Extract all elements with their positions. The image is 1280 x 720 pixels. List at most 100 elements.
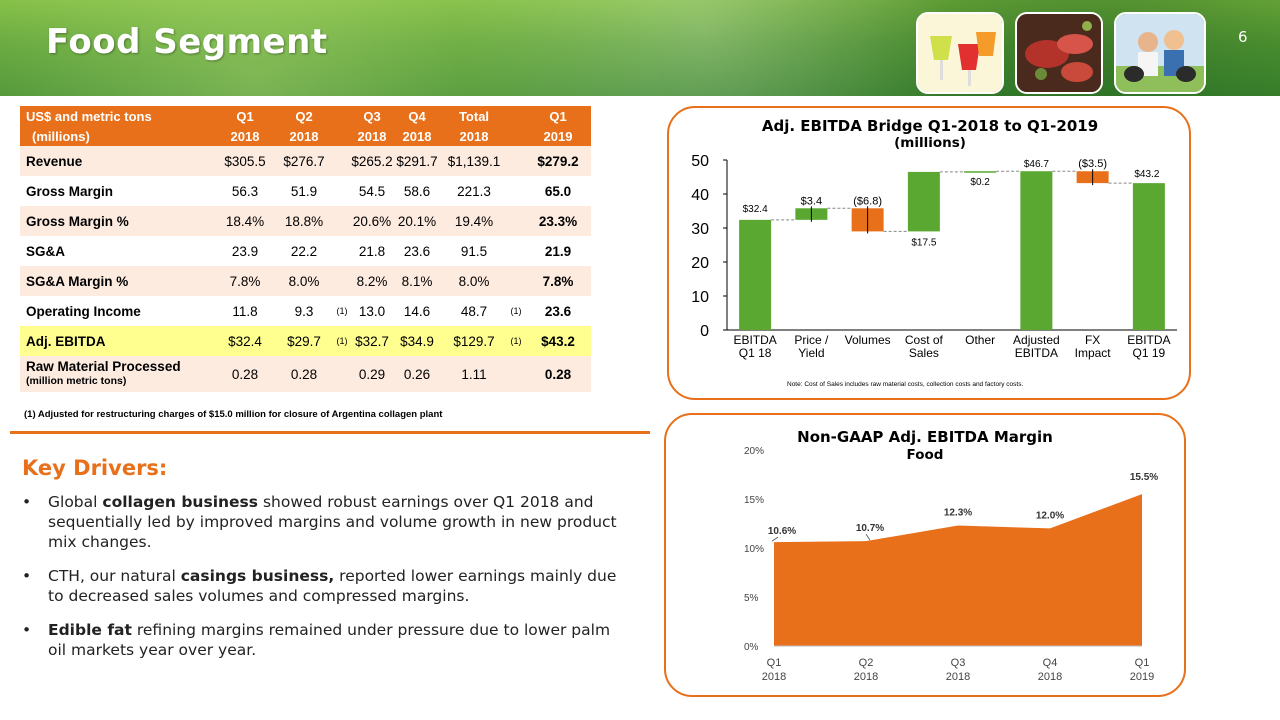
table-cell: 65.0 xyxy=(544,183,572,199)
waterfall-value-label: $43.2 xyxy=(1134,169,1159,180)
table-cell: $32.7 xyxy=(351,326,393,356)
waterfall-value-label: ($6.8) xyxy=(853,195,882,207)
table-cell xyxy=(333,266,351,296)
table-cell: 21.9 xyxy=(544,243,572,259)
header-banner: Food Segment xyxy=(0,0,1280,96)
table-cell: 1.11 xyxy=(441,356,507,392)
waterfall-value-label: $0.2 xyxy=(970,177,990,188)
y-tick-label: 30 xyxy=(691,221,709,238)
x-tick-label: EBITDA xyxy=(733,333,776,347)
area-data-label: 10.6% xyxy=(768,526,796,537)
table-cell: 56.3 xyxy=(231,183,259,199)
table-cell: 51.9 xyxy=(290,183,318,199)
table-cell: 7.8% xyxy=(215,266,275,296)
table-header-cell: 2018 xyxy=(441,126,507,146)
x-tick-label: Yield xyxy=(798,346,824,360)
table-cell: 23.3% xyxy=(525,206,591,236)
table-header-cell: Q4 xyxy=(393,106,441,126)
bullet-text-pre: Global xyxy=(48,493,103,511)
bullet-text-pre: CTH, our natural xyxy=(48,567,181,585)
table-header-cell: Total xyxy=(441,106,507,126)
area-data-label: 12.0% xyxy=(1036,510,1064,521)
row-label: Operating Income xyxy=(26,303,141,319)
waterfall-value-label: $32.4 xyxy=(743,204,768,215)
row-label: Raw Material Processed (million metric t… xyxy=(20,356,215,392)
x-tick-label: Q2 xyxy=(859,657,874,669)
row-label: Gross Margin xyxy=(26,183,114,199)
table-cell: 7.8% xyxy=(525,266,591,296)
table-cell: $43.2 xyxy=(525,326,591,356)
table-cell: 8.2% xyxy=(351,266,393,296)
bullet-text-post: showed robust earnings over Q1 2018 and … xyxy=(48,493,617,551)
key-drivers-title: Key Drivers: xyxy=(22,456,168,480)
table-cell: 0.28 xyxy=(525,356,591,392)
table-header-cell: Q1 xyxy=(215,106,275,126)
table-header-cell: 2018 xyxy=(215,126,275,146)
table-cell: 8.0% xyxy=(275,266,333,296)
bullet-text-post: reported lower earnings mainly due to de… xyxy=(48,567,617,605)
table-header-cell: 2019 xyxy=(525,126,591,146)
table-cell xyxy=(507,356,525,392)
x-tick-label: Other xyxy=(965,333,995,347)
table-cell xyxy=(507,176,525,206)
waterfall-bar xyxy=(907,171,940,232)
margin-chart: 0% 5% 10% 15% 20% 10.6% Q1 2018 10.7% Q2 2018 12.3%… xyxy=(744,446,1158,683)
x-tick-label: 2018 xyxy=(762,671,786,683)
waterfall-bar xyxy=(964,171,997,173)
x-tick-label: EBITDA xyxy=(1127,333,1170,347)
y-tick-label: 10% xyxy=(744,544,764,555)
margin-chart-subtitle: Food xyxy=(906,447,944,463)
table-cell: 0.26 xyxy=(393,356,441,392)
footnote-marker: (1) xyxy=(510,306,522,316)
waterfall-bar xyxy=(1132,183,1165,330)
table-cell: 48.7 xyxy=(460,303,488,319)
page-number: 6 xyxy=(1238,28,1248,46)
table-cell xyxy=(333,356,351,392)
x-tick-label: Cost of xyxy=(905,333,944,347)
page-title: Food Segment xyxy=(46,22,328,62)
list-item: • CTH, our natural casings business, rep… xyxy=(22,566,632,606)
table-cell: $265.2 xyxy=(351,146,393,176)
x-tick-label: Impact xyxy=(1075,346,1112,360)
table-header-row-2: (millions) 2018 2018 2018 2018 2018 2019 xyxy=(20,126,591,146)
table-row-gross-margin: Gross Margin 56.3 51.9 54.5 58.6 221.3 6… xyxy=(20,176,591,206)
margin-chart-title: Non-GAAP Adj. EBITDA Margin xyxy=(797,428,1053,446)
financial-table: US$ and metric tons Q1 Q2 Q3 Q4 Total Q1… xyxy=(20,106,591,392)
gelatin-desserts-image xyxy=(918,14,1002,92)
table-row-revenue: Revenue $305.5 $276.7 $265.2 $291.7 $1,1… xyxy=(20,146,591,176)
waterfall-bar xyxy=(1020,171,1053,330)
x-tick-label: Sales xyxy=(909,346,939,360)
x-tick-label: 2018 xyxy=(946,671,970,683)
y-tick-label: 20 xyxy=(691,255,709,272)
table-cell: 9.3 xyxy=(294,303,314,319)
table-header-cell xyxy=(507,106,525,126)
table-cell xyxy=(333,176,351,206)
table-cell: 19.4% xyxy=(441,206,507,236)
row-label-sub: (million metric tons) xyxy=(26,375,127,387)
x-tick-label: Q1 18 xyxy=(739,346,772,360)
table-header-cell: 2018 xyxy=(275,126,333,146)
table-header-cell xyxy=(333,126,351,146)
table-cell: 8.1% xyxy=(393,266,441,296)
y-tick-label: 20% xyxy=(744,446,764,457)
row-label: SG&A Margin % xyxy=(20,266,215,296)
meat-image xyxy=(1017,14,1101,92)
label-leader-line xyxy=(771,536,779,542)
footnote-marker: (1) xyxy=(336,306,348,316)
x-tick-label: 2018 xyxy=(854,671,878,683)
table-cell: $32.4 xyxy=(215,326,275,356)
section-divider xyxy=(10,431,650,434)
table-cell: 54.5 xyxy=(358,183,386,199)
x-tick-label: Q1 19 xyxy=(1133,346,1166,360)
footnote-marker: (1) xyxy=(333,326,351,356)
table-header-cell: Q1 xyxy=(525,106,591,126)
table-cell: $279.2 xyxy=(525,146,591,176)
x-tick-label: EBITDA xyxy=(1015,346,1058,360)
row-label: Adj. EBITDA xyxy=(20,326,215,356)
list-item: • Edible fat refining margins remained u… xyxy=(22,620,632,660)
table-cell: 221.3 xyxy=(457,183,491,199)
table-cell: 22.2 xyxy=(290,243,318,259)
table-cell: 0.29 xyxy=(351,356,393,392)
y-tick-label: 15% xyxy=(744,495,764,506)
area-data-label: 15.5% xyxy=(1130,472,1158,483)
